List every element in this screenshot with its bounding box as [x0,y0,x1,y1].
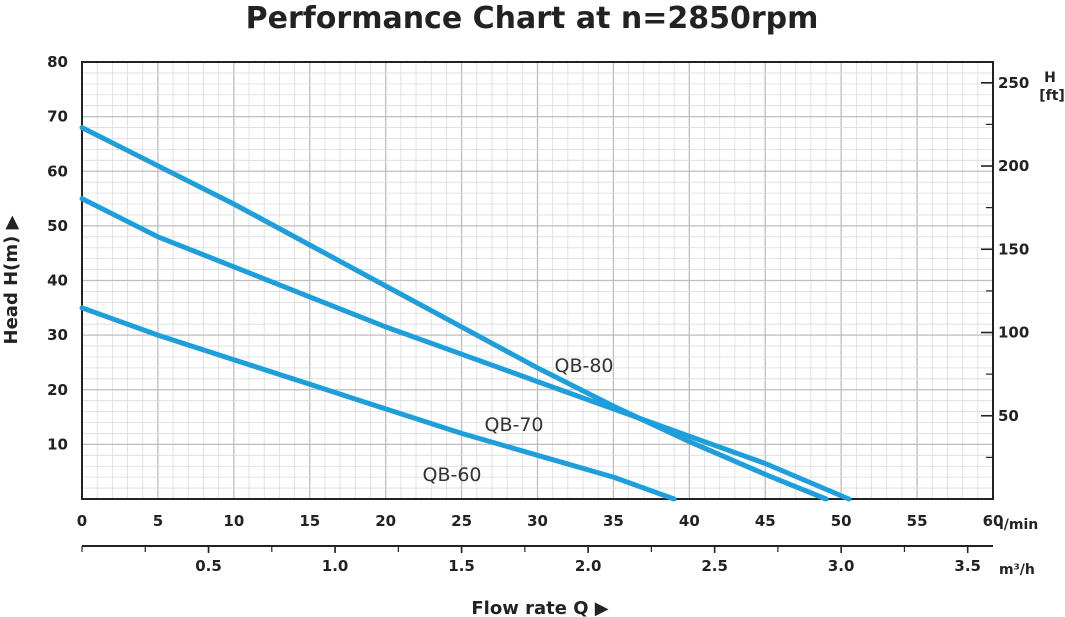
x2-unit-label: m³/h [999,562,1035,578]
y-tick-label: 60 [47,162,68,180]
x-tick-label: 60 [983,512,1004,530]
y2-tick-label: 200 [998,157,1029,175]
x-tick-label: 30 [527,512,548,530]
x2-tick-label: 3.5 [954,557,981,575]
series-line-2 [79,305,677,502]
y-tick-label: 10 [47,435,68,453]
series-label-2: QB-60 [422,464,481,486]
x2-tick-label: 2.0 [575,557,602,575]
x-tick-label: 40 [679,512,700,530]
x-unit-label: l/min [999,517,1038,533]
y2-tick-label: 50 [998,407,1019,425]
series-labels: QB-80 QB-70 QB-60 [422,355,613,486]
x-tick-label: 55 [907,512,928,530]
y-tick-label: 20 [47,381,68,399]
x-tick-label: 25 [451,512,472,530]
x2-tick-label: 1.5 [448,557,475,575]
x-axis-label: Flow rate Q ▶ [471,598,608,617]
x2-tick-label: 1.0 [322,557,349,575]
y2-tick-label: 150 [998,240,1029,258]
y2-tick-label: 250 [998,74,1029,92]
x2-tick-label: 2.5 [701,557,728,575]
series-label-0: QB-80 [554,355,613,377]
y-axis-label: Head H(m) ▶ [1,215,22,344]
x-tick-label: 35 [603,512,624,530]
x2-tick-label: 0.5 [195,557,222,575]
x-tick-label: 10 [223,512,244,530]
x-tick-label: 50 [831,512,852,530]
plot-frame [81,61,994,500]
x-tick-label: 45 [755,512,776,530]
y-tick-label: 70 [47,108,68,126]
x2-tick-label: 3.0 [828,557,855,575]
y2-unit-label-ft: [ft] [1039,88,1065,104]
x-tick-label: 20 [375,512,396,530]
y-tick-label: 80 [47,53,68,71]
series-line-0 [79,125,829,502]
x-tick-label: 5 [153,512,163,530]
chart-title: Performance Chart at n=2850rpm [246,1,819,36]
series-label-1: QB-70 [484,414,543,436]
series-lines [79,125,852,502]
y-tick-label: 40 [47,272,68,290]
y-tick-label: 30 [47,326,68,344]
y-tick-label: 50 [47,217,68,235]
series-line-1 [79,196,852,502]
x-tick-label: 15 [299,512,320,530]
y2-unit-label-h: H [1044,70,1056,86]
ticks: 10 20 30 40 50 60 70 80 0 5 10 15 20 25 30 35 40 45 50 55 60… [47,53,1029,575]
y2-tick-label: 100 [998,324,1029,342]
x-tick-label: 0 [77,512,87,530]
